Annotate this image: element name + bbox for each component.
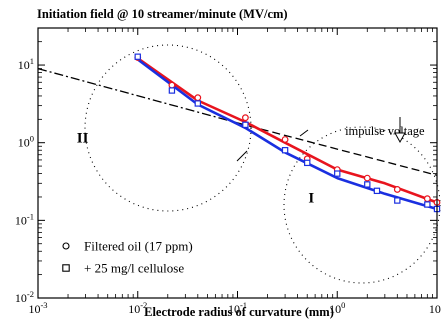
axes [37, 27, 438, 299]
y-tick-label: 10-2 [15, 289, 34, 305]
data-point-square [194, 100, 202, 107]
legend-marker-square [62, 264, 70, 272]
legend: Filtered oil (17 ppm) + 25 mg/l cellulose [62, 239, 193, 276]
chart-title: Initiation field @ 10 streamer/minute (M… [37, 7, 288, 21]
annotation-2: I [308, 190, 314, 206]
data-point-square [281, 147, 289, 154]
data-point-circle [363, 174, 371, 182]
y-tick-label: 100 [18, 134, 34, 150]
curve-marker [299, 129, 309, 137]
curve-marker [236, 150, 248, 162]
data-point-square [242, 121, 249, 129]
x-tick-label: 10-3 [28, 300, 47, 316]
reference-line-dash-dot [37, 67, 238, 124]
x-tick-label: 101 [429, 300, 441, 316]
data-point-square [304, 159, 311, 167]
data-point-circle [241, 114, 249, 122]
data-point-square [394, 197, 401, 204]
data-point-square [334, 170, 341, 177]
plot-frame [37, 27, 438, 299]
region-circle-i [283, 126, 441, 284]
legend-marker-circle [62, 242, 70, 250]
data-point-circle [281, 136, 289, 143]
y-tick-label: 10-1 [15, 211, 34, 227]
data-point-square [134, 53, 141, 60]
data-point-circle [168, 81, 176, 89]
annotation-0: impulse voltage [345, 124, 425, 138]
data-point-square [364, 181, 371, 188]
x-axis-label: Electrode radius of curvature (mm) [144, 305, 334, 319]
y-tick-label: 101 [18, 56, 34, 72]
data-point-circle [423, 195, 431, 203]
annotation-arrowhead [394, 132, 406, 144]
legend-label: + 25 mg/l cellulose [84, 261, 184, 276]
reference-lines [37, 67, 438, 176]
legend-label: Filtered oil (17 ppm) [84, 239, 193, 254]
reference-line-dash [237, 122, 438, 176]
x-tick-label: 10-2 [128, 300, 147, 316]
data-point-circle [393, 186, 401, 193]
data-point-square [373, 187, 381, 195]
data-point-square [424, 201, 431, 208]
region-circles [84, 44, 441, 284]
x-tick-label: 10-1 [228, 300, 247, 316]
data-point-square [168, 87, 176, 94]
annotation-1: II [77, 131, 89, 147]
data-points [134, 53, 441, 213]
data-point-circle [194, 94, 202, 102]
region-circle-ii [84, 44, 252, 212]
x-tick-label: 100 [329, 300, 345, 316]
